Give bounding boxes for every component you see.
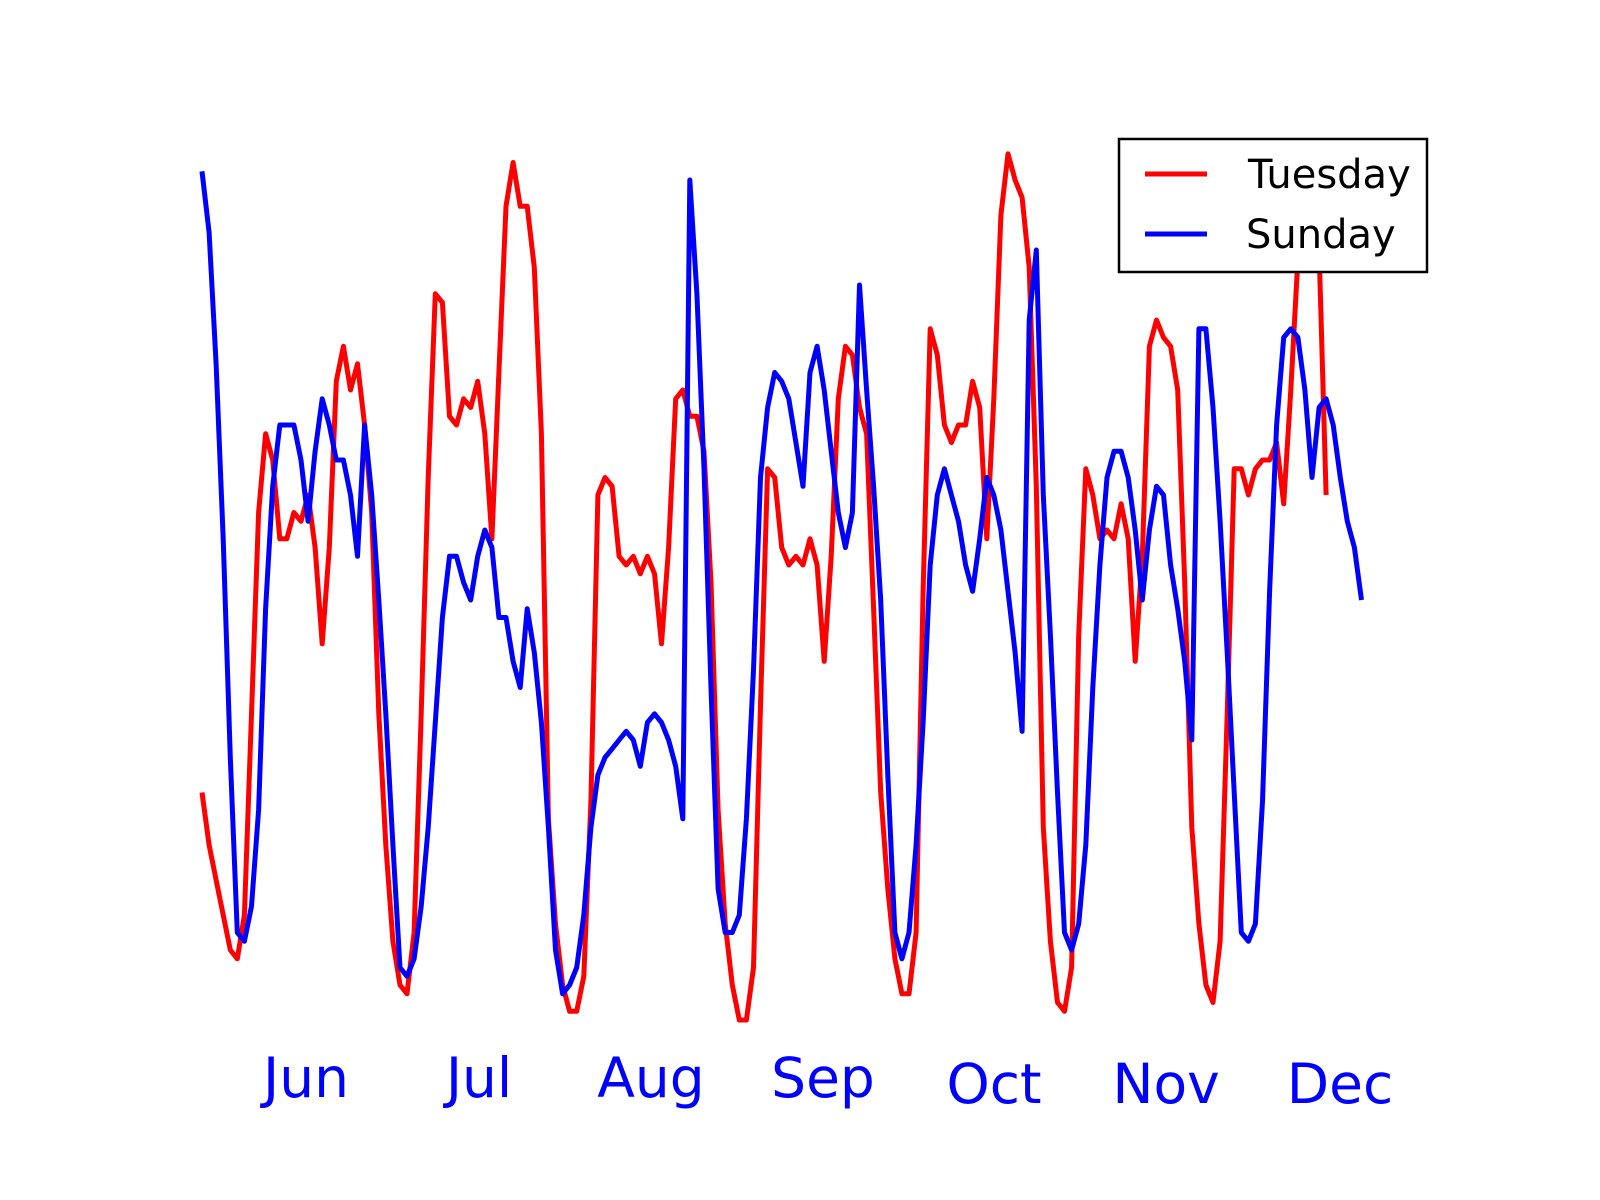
- x-tick-label-oct: Oct: [946, 1052, 1041, 1116]
- series-layer: [199, 151, 1364, 1023]
- x-tick-labels: Jun Jul Aug Sep Oct Nov Dec: [260, 1046, 1393, 1116]
- x-tick-label-nov: Nov: [1112, 1052, 1219, 1116]
- legend: Tuesday Sunday: [1117, 137, 1429, 274]
- legend-frame: [1117, 137, 1429, 274]
- x-tick-label-aug: Aug: [597, 1046, 704, 1110]
- series-line-sunday: [199, 171, 1364, 997]
- x-tick-label-jul: Jul: [443, 1046, 512, 1110]
- legend-label-tuesday: Tuesday: [1247, 152, 1411, 198]
- x-tick-label-dec: Dec: [1287, 1052, 1393, 1116]
- x-tick-label-sep: Sep: [771, 1046, 875, 1110]
- legend-label-sunday: Sunday: [1246, 212, 1396, 258]
- series-line-tuesday: [199, 151, 1329, 1023]
- x-tick-label-jun: Jun: [260, 1046, 349, 1110]
